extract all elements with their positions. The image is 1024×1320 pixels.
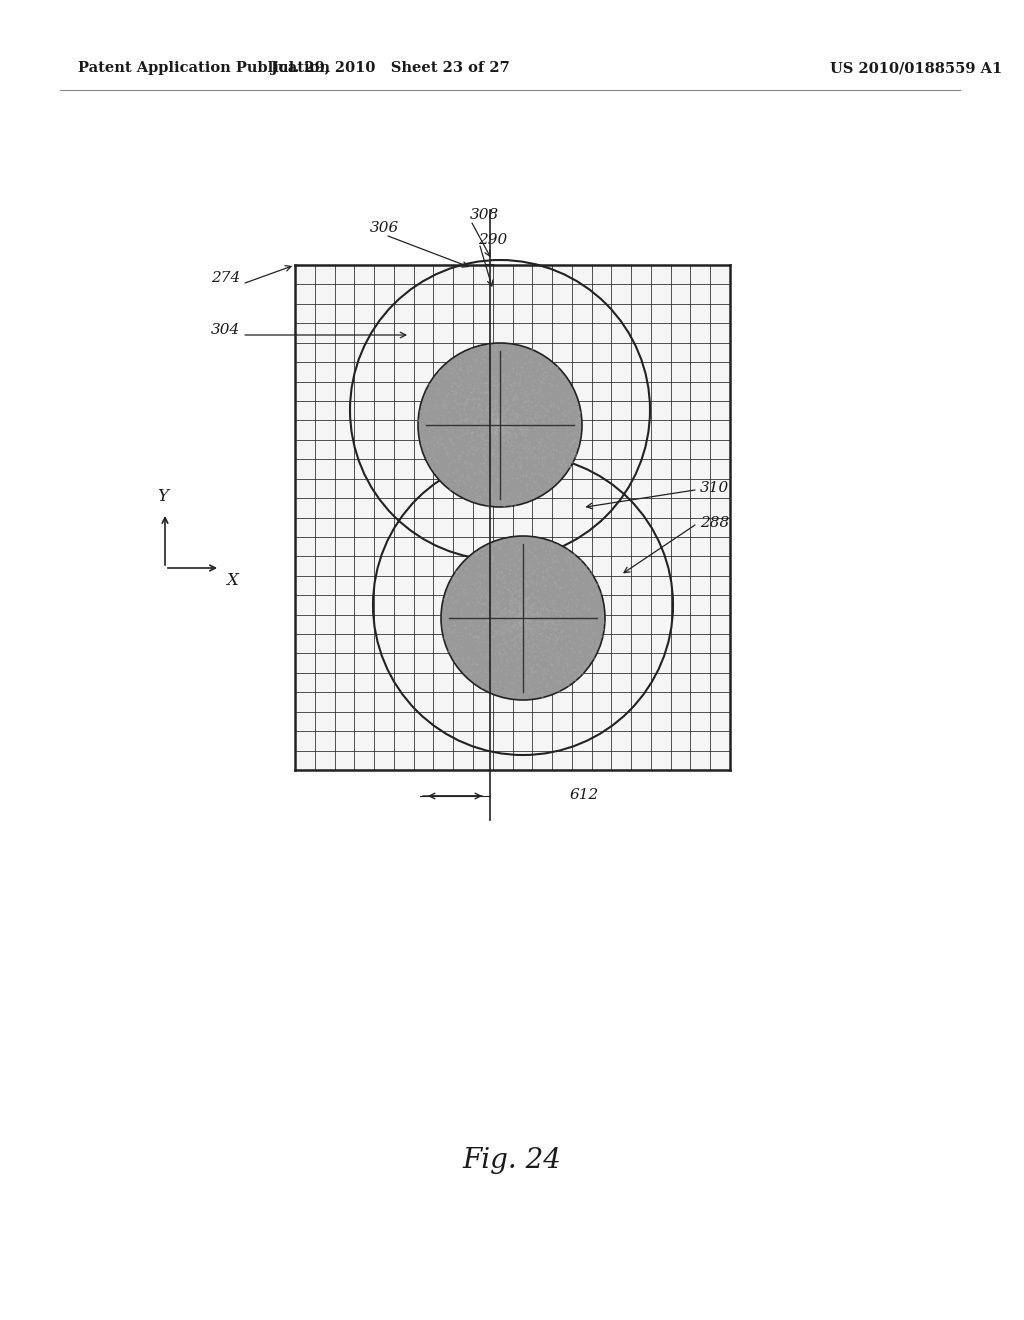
Text: Patent Application Publication: Patent Application Publication bbox=[78, 61, 330, 75]
Text: Fig. 24: Fig. 24 bbox=[463, 1147, 561, 1173]
Text: 288: 288 bbox=[700, 516, 729, 531]
Circle shape bbox=[418, 343, 582, 507]
Text: 304: 304 bbox=[211, 323, 240, 337]
Text: 274: 274 bbox=[211, 271, 240, 285]
Text: 290: 290 bbox=[478, 234, 507, 247]
Text: Jul. 29, 2010   Sheet 23 of 27: Jul. 29, 2010 Sheet 23 of 27 bbox=[270, 61, 509, 75]
Text: 308: 308 bbox=[470, 209, 500, 222]
Text: 310: 310 bbox=[700, 480, 729, 495]
Polygon shape bbox=[295, 265, 730, 770]
Text: Y: Y bbox=[158, 488, 169, 506]
Text: X: X bbox=[226, 572, 238, 589]
Text: 306: 306 bbox=[370, 220, 399, 235]
Text: US 2010/0188559 A1: US 2010/0188559 A1 bbox=[830, 61, 1002, 75]
Circle shape bbox=[441, 536, 605, 700]
Text: 612: 612 bbox=[570, 788, 599, 803]
